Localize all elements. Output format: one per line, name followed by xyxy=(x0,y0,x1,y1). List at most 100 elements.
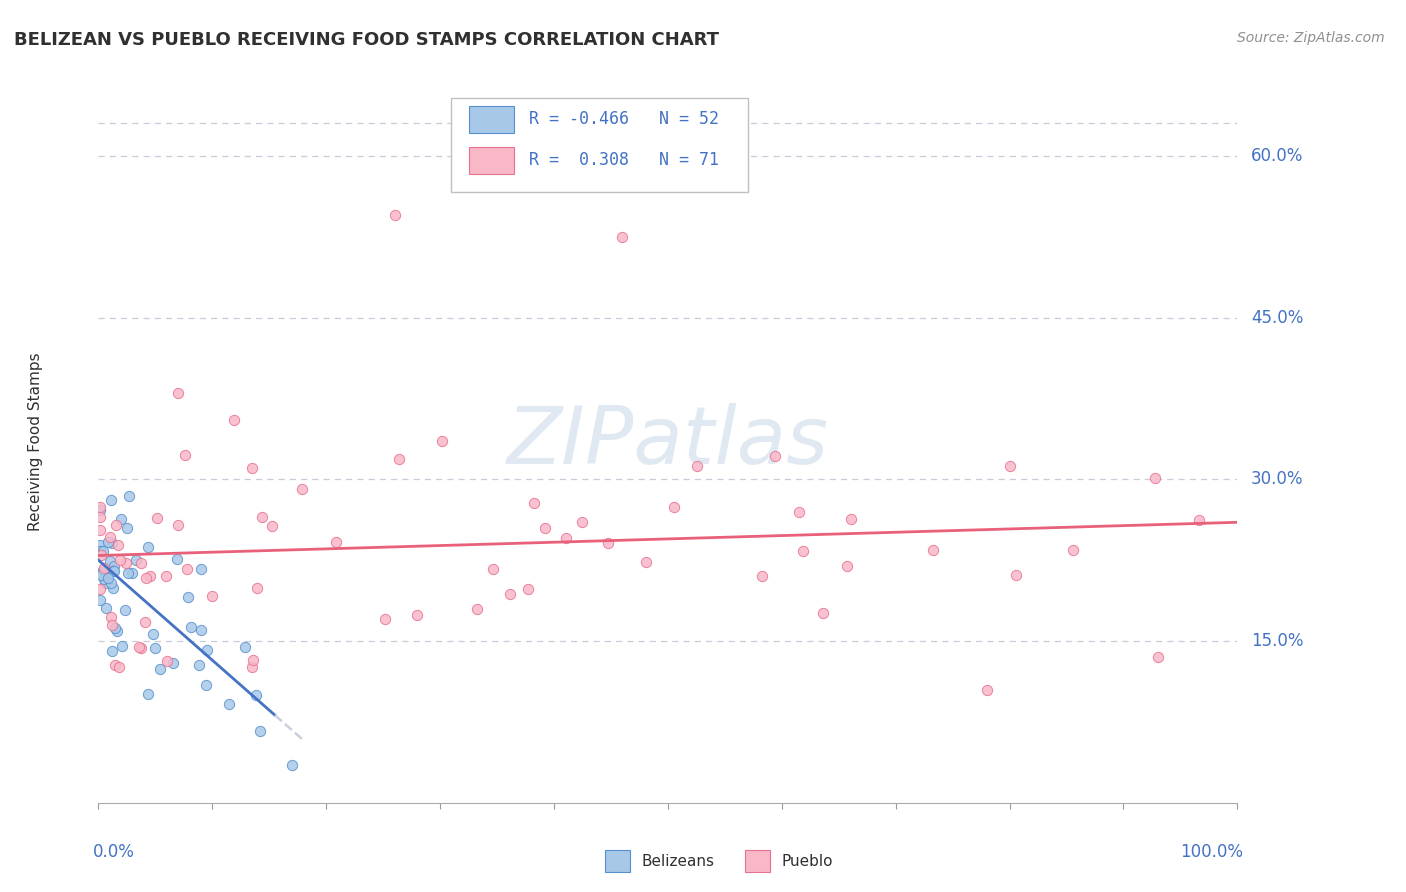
Point xyxy=(90,548,112,562)
Text: BELIZEAN VS PUEBLO RECEIVING FOOD STAMPS CORRELATION CHART: BELIZEAN VS PUEBLO RECEIVING FOOD STAMPS… xyxy=(14,31,718,49)
Point xyxy=(101,582,124,596)
Point xyxy=(101,618,124,632)
Point xyxy=(129,556,152,570)
Point xyxy=(374,612,396,626)
Point xyxy=(167,386,190,401)
Point xyxy=(662,500,685,515)
Point xyxy=(498,587,520,601)
Point xyxy=(118,489,141,503)
Point xyxy=(97,567,120,582)
Point xyxy=(384,208,406,222)
Point xyxy=(149,663,172,677)
Point xyxy=(190,562,212,576)
Point xyxy=(129,641,152,656)
Point xyxy=(91,543,114,558)
Text: 0.0%: 0.0% xyxy=(93,843,135,861)
Point xyxy=(156,654,179,668)
Text: 100.0%: 100.0% xyxy=(1180,843,1243,861)
Point xyxy=(89,538,111,552)
Point xyxy=(90,568,112,582)
Point xyxy=(103,559,125,574)
Point xyxy=(173,448,195,462)
Point xyxy=(811,607,834,621)
FancyBboxPatch shape xyxy=(468,105,515,133)
Point xyxy=(233,640,256,654)
Point xyxy=(101,564,124,578)
Point xyxy=(155,568,177,582)
Point xyxy=(612,229,634,244)
Text: R = -0.466   N = 52: R = -0.466 N = 52 xyxy=(529,111,718,128)
Point xyxy=(145,511,167,525)
Point xyxy=(190,623,212,637)
Point xyxy=(197,643,219,657)
Point xyxy=(218,698,240,712)
Point xyxy=(143,641,166,656)
Point xyxy=(252,509,274,524)
Point xyxy=(1144,470,1167,484)
Point xyxy=(104,518,127,533)
Point xyxy=(105,624,128,639)
Point xyxy=(89,503,111,517)
Text: 60.0%: 60.0% xyxy=(1251,147,1303,165)
Point xyxy=(110,512,132,526)
Point xyxy=(533,521,555,535)
Point xyxy=(406,607,429,622)
Point xyxy=(1005,567,1028,582)
Point xyxy=(103,564,125,578)
Text: Belizeans: Belizeans xyxy=(641,854,714,869)
Point xyxy=(115,556,138,570)
Point xyxy=(176,590,198,604)
Point xyxy=(162,657,184,671)
Point xyxy=(792,544,814,558)
Point xyxy=(325,534,347,549)
Point xyxy=(97,534,120,549)
FancyBboxPatch shape xyxy=(468,147,515,174)
Point xyxy=(142,627,165,641)
Point xyxy=(166,518,188,533)
Text: 15.0%: 15.0% xyxy=(1251,632,1303,650)
Point xyxy=(135,571,157,585)
Point xyxy=(136,687,159,701)
Point xyxy=(89,592,111,607)
Point xyxy=(187,658,209,673)
Point xyxy=(1146,650,1168,665)
Point xyxy=(998,459,1021,474)
Point xyxy=(115,521,138,535)
Point xyxy=(245,689,267,703)
Text: Receiving Food Stamps: Receiving Food Stamps xyxy=(28,352,44,531)
Point xyxy=(108,553,131,567)
Point xyxy=(89,509,111,524)
Point xyxy=(634,555,657,569)
Point xyxy=(976,682,998,697)
Point xyxy=(751,569,773,583)
Point xyxy=(1188,513,1211,527)
Point xyxy=(121,566,143,581)
Point xyxy=(100,644,122,658)
Point xyxy=(839,512,862,526)
FancyBboxPatch shape xyxy=(451,98,748,193)
Point xyxy=(763,449,786,463)
Text: ZIPatlas: ZIPatlas xyxy=(506,402,830,481)
Point xyxy=(89,523,111,537)
Point xyxy=(94,576,117,591)
Point xyxy=(482,562,505,576)
Point xyxy=(291,483,314,497)
Point xyxy=(222,413,245,427)
Point xyxy=(249,724,271,739)
Point xyxy=(246,581,269,595)
Text: 30.0%: 30.0% xyxy=(1251,470,1303,488)
Point xyxy=(98,554,121,568)
Point xyxy=(100,610,122,624)
Point xyxy=(89,500,111,515)
Point xyxy=(94,566,117,580)
Point xyxy=(240,461,263,475)
Point xyxy=(1062,543,1084,558)
Point xyxy=(465,601,488,615)
Point xyxy=(240,659,263,673)
Point xyxy=(787,505,810,519)
Point xyxy=(107,538,129,552)
Point xyxy=(195,678,218,692)
Point xyxy=(596,536,619,550)
Text: R =  0.308   N = 71: R = 0.308 N = 71 xyxy=(529,152,718,169)
Point xyxy=(280,757,302,772)
